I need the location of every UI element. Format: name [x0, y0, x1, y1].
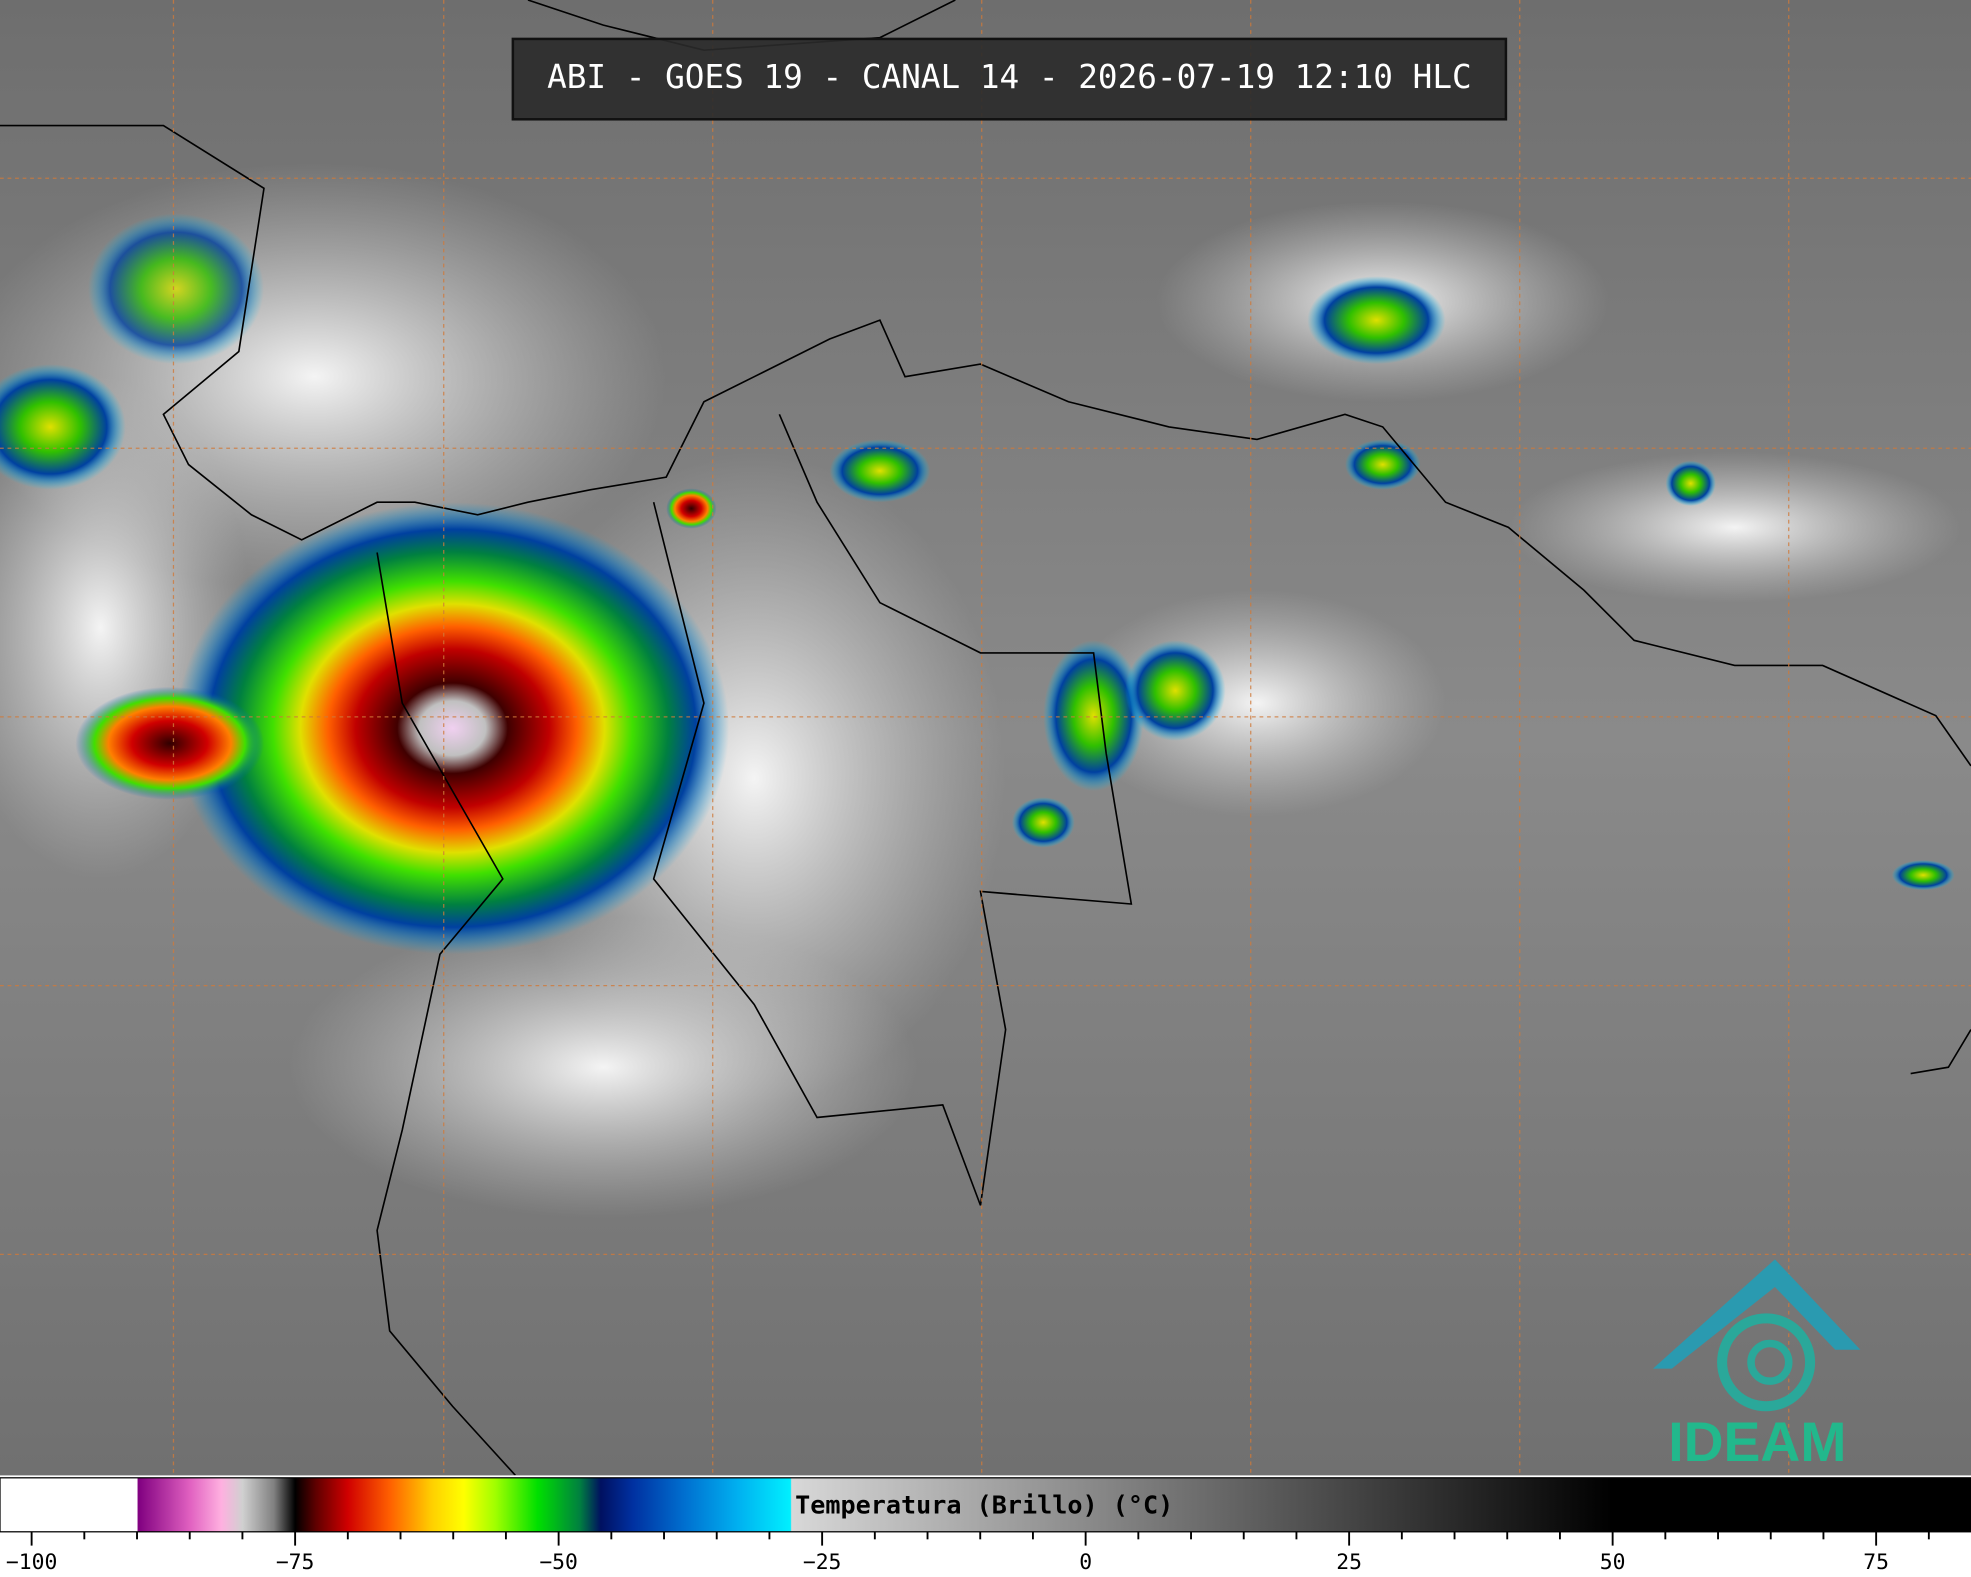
storm-cell [829, 439, 931, 503]
tick-label: 75 [1863, 1550, 1889, 1575]
logo-swirl [1747, 1339, 1793, 1385]
imagery [0, 0, 1971, 1476]
tick-label: −25 [803, 1550, 842, 1575]
tick-label: −100 [6, 1550, 57, 1575]
cloud [289, 916, 918, 1218]
storm-cell [1043, 640, 1144, 792]
storm-cell [1125, 640, 1226, 741]
coastline [0, 124, 1971, 767]
tick-label: 50 [1600, 1550, 1626, 1575]
storm-cell [1345, 439, 1421, 490]
colorbar: Temperatura (Brillo) (°C) −100 −75 −50 −25 0 2… [0, 1475, 1971, 1577]
storm-cell [0, 364, 126, 490]
logo-roof [1652, 1259, 1861, 1369]
storm [75, 686, 264, 800]
coastline [376, 552, 516, 1476]
title-box: ABI - GOES 19 - CANAL 14 - 2026-07-19 12… [511, 37, 1508, 121]
storm-cell [1307, 276, 1446, 365]
border [652, 414, 1133, 1206]
graticule [0, 0, 1971, 1476]
tick-label: 0 [1079, 1550, 1092, 1575]
colorbar-fill [0, 1477, 1971, 1533]
storm-cell [1011, 797, 1075, 848]
title-background [511, 37, 1508, 121]
tick-label: −50 [539, 1550, 578, 1575]
storm [175, 502, 730, 955]
colorbar-label: Temperatura (Brillo) (°C) [795, 1491, 1173, 1520]
cloud [1508, 452, 1961, 603]
storm-cell [666, 488, 717, 529]
tick-label: 25 [1336, 1550, 1362, 1575]
logo-swirl [1717, 1313, 1816, 1412]
tick-label: −75 [276, 1550, 315, 1575]
storm-cell [1891, 860, 1955, 891]
storm-cell [87, 213, 264, 365]
storm-cell [1665, 460, 1716, 506]
logo: IDEAM [1652, 1259, 1861, 1473]
logo-text: IDEAM [1668, 1411, 1846, 1473]
coastline [1910, 1029, 1971, 1075]
title: ABI - GOES 19 - CANAL 14 - 2026-07-19 12… [547, 58, 1472, 96]
